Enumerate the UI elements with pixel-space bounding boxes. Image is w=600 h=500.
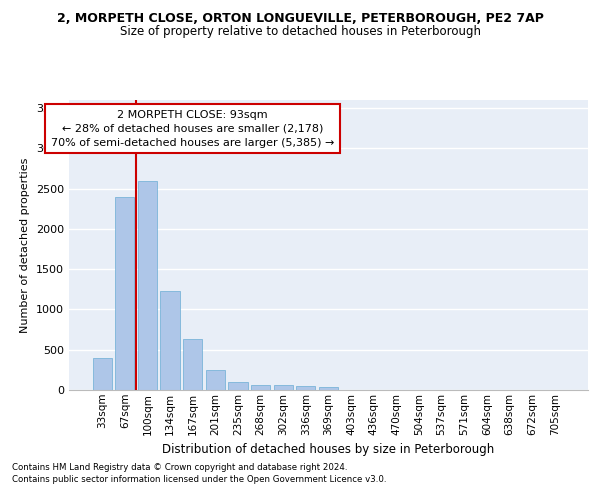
Bar — [319, 387, 338, 390]
Bar — [206, 370, 225, 390]
Bar — [160, 291, 180, 390]
Text: Contains HM Land Registry data © Crown copyright and database right 2024.: Contains HM Land Registry data © Crown c… — [12, 462, 347, 471]
Bar — [92, 358, 112, 390]
Bar — [274, 385, 293, 390]
Y-axis label: Number of detached properties: Number of detached properties — [20, 158, 31, 332]
Bar — [296, 386, 316, 390]
Bar — [229, 382, 248, 390]
X-axis label: Distribution of detached houses by size in Peterborough: Distribution of detached houses by size … — [163, 443, 494, 456]
Bar — [138, 180, 157, 390]
Bar — [115, 196, 134, 390]
Bar — [251, 385, 270, 390]
Text: Contains public sector information licensed under the Open Government Licence v3: Contains public sector information licen… — [12, 475, 386, 484]
Bar — [183, 339, 202, 390]
Text: Size of property relative to detached houses in Peterborough: Size of property relative to detached ho… — [119, 25, 481, 38]
Text: 2, MORPETH CLOSE, ORTON LONGUEVILLE, PETERBOROUGH, PE2 7AP: 2, MORPETH CLOSE, ORTON LONGUEVILLE, PET… — [56, 12, 544, 26]
Text: 2 MORPETH CLOSE: 93sqm
← 28% of detached houses are smaller (2,178)
70% of semi-: 2 MORPETH CLOSE: 93sqm ← 28% of detached… — [51, 110, 334, 148]
